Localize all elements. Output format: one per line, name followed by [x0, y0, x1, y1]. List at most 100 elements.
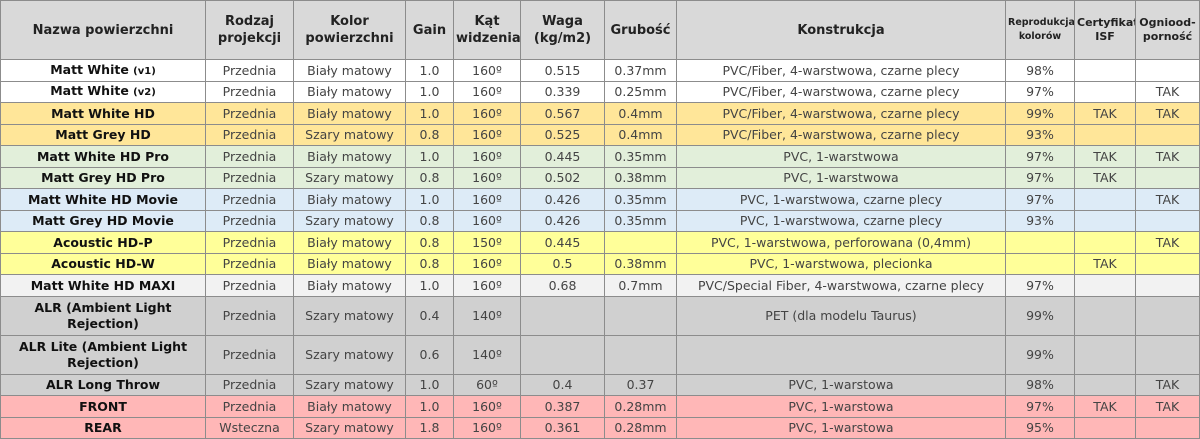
cell-weight: 0.567: [520, 102, 605, 125]
cell-weight: 0.361: [520, 416, 605, 439]
cell-surface-color: Biały matowy: [293, 395, 406, 418]
cell-weight: 0.502: [520, 166, 605, 189]
cell-fire-resistance: [1135, 295, 1200, 336]
cell-color-reproduction: 97%: [1005, 166, 1075, 189]
table-row: Acoustic HD-W Przednia Biały matowy 0.8 160º…: [0, 252, 1200, 275]
cell-gain: 0.6: [405, 334, 454, 375]
cell-color-reproduction: 99%: [1005, 102, 1075, 125]
cell-surface-color: Biały matowy: [293, 188, 406, 211]
header-weight: Waga (kg/m2): [520, 0, 605, 60]
surface-name: Acoustic HD-P: [53, 234, 153, 250]
cell-projection: Przednia: [205, 395, 294, 418]
cell-thickness: 0.4mm: [604, 102, 677, 125]
cell-viewing-angle: 140º: [453, 295, 521, 336]
cell-surface-color: Szary matowy: [293, 166, 406, 189]
cell-isf-certificate: [1074, 231, 1136, 254]
cell-construction: PVC/Fiber, 4-warstwowa, czarne plecy: [676, 80, 1006, 103]
cell-projection: Przednia: [205, 80, 294, 103]
cell-fire-resistance: [1135, 416, 1200, 439]
cell-color-reproduction: [1005, 231, 1075, 254]
cell-gain: 1.8: [405, 416, 454, 439]
cell-projection: Przednia: [205, 373, 294, 396]
cell-surface-color: Biały matowy: [293, 102, 406, 125]
cell-fire-resistance: TAK: [1135, 188, 1200, 211]
cell-color-reproduction: 98%: [1005, 59, 1075, 82]
cell-name: ALR Long Throw: [0, 373, 206, 396]
cell-name: Matt White HD: [0, 102, 206, 125]
cell-fire-resistance: [1135, 334, 1200, 375]
cell-projection: Przednia: [205, 123, 294, 146]
header-color-reproduction: Reprodukcja kolorów: [1005, 0, 1075, 60]
surface-name: Matt White HD: [51, 105, 155, 121]
cell-surface-color: Biały matowy: [293, 252, 406, 275]
cell-thickness: 0.28mm: [604, 395, 677, 418]
cell-fire-resistance: TAK: [1135, 145, 1200, 168]
cell-surface-color: Biały matowy: [293, 231, 406, 254]
cell-color-reproduction: 99%: [1005, 295, 1075, 336]
cell-projection: Przednia: [205, 188, 294, 211]
cell-isf-certificate: [1074, 209, 1136, 232]
cell-thickness: 0.38mm: [604, 252, 677, 275]
cell-name: Matt White HD MAXI: [0, 274, 206, 297]
cell-gain: 0.8: [405, 231, 454, 254]
surface-name: ALR Long Throw: [45, 377, 161, 393]
cell-thickness: [604, 231, 677, 254]
cell-projection: Przednia: [205, 252, 294, 275]
cell-isf-certificate: [1074, 188, 1136, 211]
cell-isf-certificate: [1074, 373, 1136, 396]
cell-fire-resistance: [1135, 274, 1200, 297]
cell-surface-color: Szary matowy: [293, 416, 406, 439]
table-row: Acoustic HD-P Przednia Biały matowy 0.8 150º…: [0, 231, 1200, 254]
cell-construction: PVC, 1-warstwowa, perforowana (0,4mm): [676, 231, 1006, 254]
cell-viewing-angle: 160º: [453, 209, 521, 232]
cell-fire-resistance: [1135, 123, 1200, 146]
cell-fire-resistance: TAK: [1135, 80, 1200, 103]
header-projection: Rodzaj projekcji: [205, 0, 294, 60]
table-row: Matt Grey HD Movie Przednia Szary matowy 0.…: [0, 209, 1200, 232]
cell-gain: 0.4: [405, 295, 454, 336]
cell-isf-certificate: TAK: [1074, 395, 1136, 418]
cell-thickness: 0.7mm: [604, 274, 677, 297]
cell-isf-certificate: TAK: [1074, 166, 1136, 189]
surface-name: Matt White HD Movie: [27, 191, 179, 207]
cell-projection: Przednia: [205, 145, 294, 168]
cell-viewing-angle: 60º: [453, 373, 521, 396]
cell-gain: 0.8: [405, 209, 454, 232]
header-row: Nazwa powierzchni Rodzaj projekcji Kolor…: [0, 0, 1200, 60]
cell-thickness: 0.37: [604, 373, 677, 396]
cell-isf-certificate: [1074, 80, 1136, 103]
cell-projection: Przednia: [205, 334, 294, 375]
cell-projection: Przednia: [205, 166, 294, 189]
cell-construction: PVC, 1-warstwowa: [676, 145, 1006, 168]
cell-projection: Przednia: [205, 295, 294, 336]
table-row: Matt Grey HD Pro Przednia Szary matowy 0.8 1…: [0, 166, 1200, 189]
cell-construction: PET (dla modelu Taurus): [676, 295, 1006, 336]
cell-construction: PVC, 1-warstwowa, plecionka: [676, 252, 1006, 275]
cell-thickness: 0.38mm: [604, 166, 677, 189]
cell-thickness: [604, 334, 677, 375]
cell-thickness: 0.35mm: [604, 188, 677, 211]
cell-isf-certificate: [1074, 416, 1136, 439]
cell-viewing-angle: 160º: [453, 274, 521, 297]
surface-name: Matt White: [50, 61, 129, 77]
cell-isf-certificate: TAK: [1074, 102, 1136, 125]
cell-gain: 1.0: [405, 102, 454, 125]
cell-gain: 1.0: [405, 188, 454, 211]
cell-construction: PVC/Fiber, 4-warstwowa, czarne plecy: [676, 102, 1006, 125]
cell-name: Acoustic HD-W: [0, 252, 206, 275]
cell-color-reproduction: 97%: [1005, 188, 1075, 211]
cell-weight: 0.4: [520, 373, 605, 396]
header-isf: Certyfikat ISF: [1074, 0, 1136, 60]
cell-gain: 0.8: [405, 123, 454, 146]
cell-gain: 1.0: [405, 274, 454, 297]
table-row: ALR Lite (Ambient Light Rejection) Przedn…: [0, 334, 1200, 375]
cell-color-reproduction: 93%: [1005, 123, 1075, 146]
cell-construction: PVC, 1-warstwowa: [676, 166, 1006, 189]
cell-weight: 0.339: [520, 80, 605, 103]
cell-weight: 0.387: [520, 395, 605, 418]
table-row: Matt White HD MAXI Przednia Biały matowy 1.…: [0, 274, 1200, 297]
cell-viewing-angle: 160º: [453, 123, 521, 146]
cell-construction: PVC, 1-warstwowa, czarne plecy: [676, 188, 1006, 211]
cell-viewing-angle: 160º: [453, 395, 521, 418]
cell-name: Matt White HD Pro: [0, 145, 206, 168]
